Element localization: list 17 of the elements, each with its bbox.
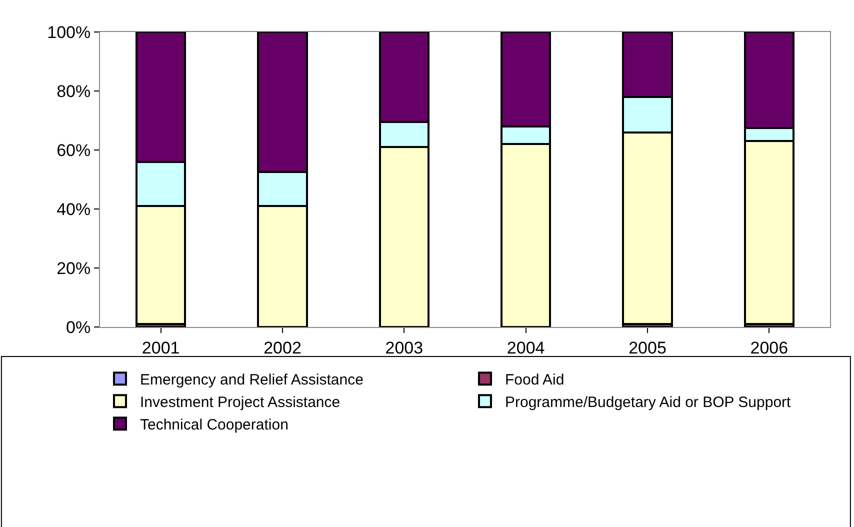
y-tick-label: 80%	[56, 82, 91, 101]
x-tick-label: 2004	[506, 338, 545, 358]
legend-label: Programme/Budgetary Aid or BOP Support	[505, 394, 792, 411]
x-tick-label: 2003	[385, 338, 424, 358]
y-tick-label: 40%	[56, 200, 91, 219]
x-tick-label: 2006	[750, 338, 788, 358]
legend-label: Technical Cooperation	[140, 416, 288, 434]
legend-label: Emergency and Relief Assistance	[140, 372, 364, 388]
y-tick-label: 100%	[47, 22, 91, 42]
x-tick-label: 2002	[264, 338, 302, 358]
y-tick-label: 20%	[56, 258, 91, 278]
y-tick-label: 0%	[66, 318, 91, 337]
x-tick-label: 2001	[142, 338, 180, 358]
y-tick-label: 60%	[56, 140, 91, 160]
legend-label: Investment Project Assistance	[140, 394, 340, 411]
legend-label: Food Aid	[505, 372, 564, 388]
x-tick-label: 2005	[628, 338, 666, 358]
